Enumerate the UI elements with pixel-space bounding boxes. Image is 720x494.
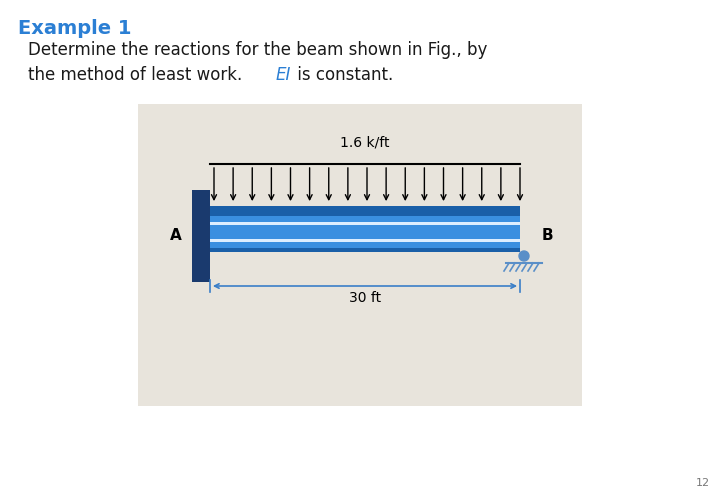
- Text: EI: EI: [276, 66, 292, 84]
- Bar: [210, 239, 520, 242]
- Text: is constant.: is constant.: [292, 66, 393, 84]
- Text: Determine the reactions for the beam shown in Fig., by: Determine the reactions for the beam sho…: [28, 41, 487, 59]
- Bar: [210, 222, 520, 225]
- Text: B: B: [542, 229, 554, 244]
- Circle shape: [519, 251, 529, 261]
- Text: A: A: [170, 229, 182, 244]
- Text: 12: 12: [696, 478, 710, 488]
- Text: Example 1: Example 1: [18, 19, 132, 38]
- Text: the method of least work.: the method of least work.: [28, 66, 248, 84]
- Bar: [210, 248, 520, 252]
- Text: 30 ft: 30 ft: [349, 291, 381, 305]
- Bar: [192, 190, 210, 282]
- Text: 1.6 k/ft: 1.6 k/ft: [341, 136, 390, 150]
- Bar: [138, 104, 582, 406]
- Bar: [210, 225, 520, 239]
- Bar: [210, 242, 520, 248]
- Bar: [210, 206, 520, 216]
- Bar: [210, 216, 520, 222]
